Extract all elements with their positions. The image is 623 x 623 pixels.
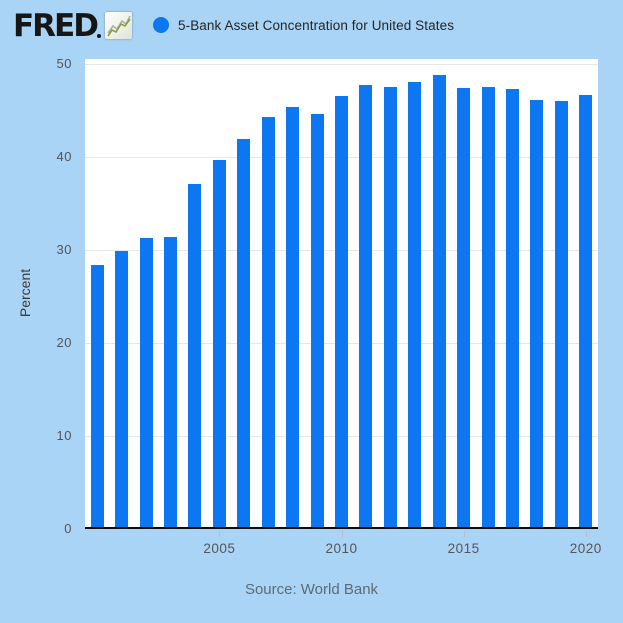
registered-trademark-dot [97,34,101,38]
bar-2005[interactable] [212,159,226,527]
bar-2003[interactable] [164,236,177,527]
bar-2011[interactable] [359,84,373,527]
bar-2001[interactable] [115,251,129,527]
x-tick-label-2020: 2020 [569,541,602,556]
bar-2002[interactable] [139,238,153,527]
x-tick-2005 [219,531,221,537]
y-tick-label-0: 0 [64,521,72,536]
gridline-50 [85,63,598,65]
bar-2000[interactable] [90,264,104,527]
bar-2015[interactable] [457,87,471,527]
bar-2007[interactable] [261,117,275,527]
series-title: 5-Bank Asset Concentration for United St… [178,18,455,33]
y-tick-label-50: 50 [56,55,72,71]
fred-logo[interactable]: FRED [13,8,99,44]
x-tick-label-2010: 2010 [325,541,358,556]
x-tick-2015 [463,531,465,537]
bar-2013[interactable] [408,81,422,527]
bar-2016[interactable] [481,86,495,527]
y-tick-label-40: 40 [56,148,72,164]
source-attribution: Source: World Bank [244,581,379,598]
y-tick-label-10: 10 [56,427,72,443]
bar-2018[interactable] [530,99,544,527]
bar-2010[interactable] [335,95,348,527]
bar-2014[interactable] [432,74,446,527]
bar-2004[interactable] [188,183,202,527]
fred-sparkline-icon [105,12,132,39]
bar-2008[interactable] [286,106,300,527]
y-tick-label-30: 30 [56,241,72,257]
x-tick-2020 [585,531,587,537]
bar-2012[interactable] [383,86,397,527]
bar-2009[interactable] [310,113,324,527]
y-tick-label-20: 20 [56,334,72,350]
plot-area [85,59,598,529]
series-legend-dot [153,17,169,33]
bar-2017[interactable] [506,89,519,527]
bar-2020[interactable] [579,94,593,527]
x-tick-label-2005: 2005 [203,541,236,556]
bar-2019[interactable] [554,100,568,527]
x-tick-label-2015: 2015 [447,541,480,556]
bar-2006[interactable] [237,138,251,527]
x-tick-2010 [341,531,343,537]
